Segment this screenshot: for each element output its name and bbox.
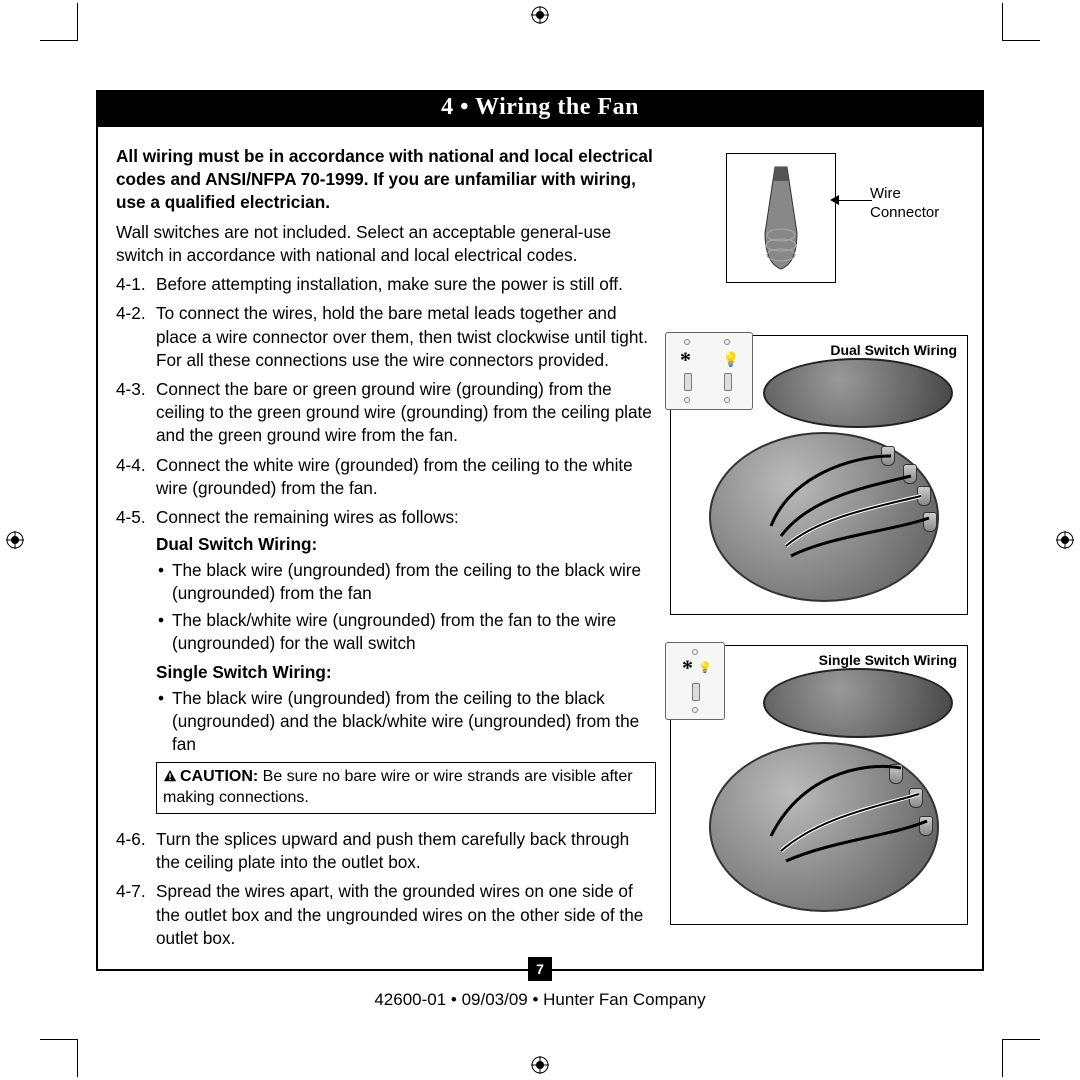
step-number: 4-1.	[116, 273, 156, 296]
wire-connector-label: Wire Connector	[870, 185, 964, 223]
dual-switch-heading: Dual Switch Wiring:	[156, 533, 656, 556]
crop-mark	[40, 40, 78, 41]
single-switch-heading: Single Switch Wiring:	[156, 661, 656, 684]
wiring-diagram	[731, 706, 941, 886]
step-number: 4-7.	[116, 880, 156, 950]
step-list: 4-1.Before attempting installation, make…	[116, 273, 656, 950]
warning-icon	[163, 769, 177, 783]
step-number: 4-5.	[116, 506, 156, 822]
wiring-diagram	[731, 396, 941, 576]
step-4-7: 4-7.Spread the wires apart, with the gro…	[116, 880, 656, 950]
page-number: 7	[528, 957, 552, 981]
step-text: Before attempting installation, make sur…	[156, 273, 656, 296]
light-icon: 💡	[698, 661, 712, 674]
crop-mark	[77, 3, 78, 41]
manual-frame: 4 • Wiring the Fan All wiring must be in…	[96, 90, 984, 970]
footer: 42600-01 • 09/03/09 • Hunter Fan Company	[374, 990, 705, 1010]
step-number: 4-3.	[116, 378, 156, 448]
section-title: 4 • Wiring the Fan	[96, 90, 984, 127]
step-4-3: 4-3.Connect the bare or green ground wir…	[116, 378, 656, 448]
step-4-1: 4-1.Before attempting installation, make…	[116, 273, 656, 296]
light-icon: 💡	[722, 351, 739, 368]
registration-mark-bottom	[531, 1056, 549, 1074]
step-text: Connect the bare or green ground wire (g…	[156, 378, 656, 448]
step-4-6: 4-6.Turn the splices upward and push the…	[116, 828, 656, 874]
figure-single-switch: Single Switch Wiring * 💡	[670, 645, 968, 925]
step-body: Connect the remaining wires as follows: …	[156, 506, 656, 822]
crop-mark	[1002, 3, 1003, 41]
content-border: All wiring must be in accordance with na…	[96, 127, 984, 971]
figure-caption: Dual Switch Wiring	[830, 342, 957, 358]
bullet: The black wire (ungrounded) from the cei…	[156, 559, 656, 605]
dual-bullets: The black wire (ungrounded) from the cei…	[156, 559, 656, 656]
step-text: Spread the wires apart, with the grounde…	[156, 880, 656, 950]
step-text: Turn the splices upward and push them ca…	[156, 828, 656, 874]
crop-mark	[1002, 40, 1040, 41]
fan-icon: *	[680, 347, 691, 373]
step-number: 4-6.	[116, 828, 156, 874]
caution-box: CAUTION: Be sure no bare wire or wire st…	[156, 762, 656, 814]
single-bullets: The black wire (ungrounded) from the cei…	[156, 687, 656, 757]
registration-mark-right	[1056, 531, 1074, 549]
step-4-5: 4-5. Connect the remaining wires as foll…	[116, 506, 656, 822]
instruction-text: All wiring must be in accordance with na…	[116, 145, 656, 969]
crop-mark	[77, 1039, 78, 1077]
crop-mark	[1002, 1039, 1040, 1040]
figure-caption: Single Switch Wiring	[819, 652, 957, 668]
figure-wire-connector	[726, 153, 836, 283]
crop-mark	[40, 1039, 78, 1040]
callout-arrowhead	[830, 195, 839, 205]
registration-mark-left	[6, 531, 24, 549]
step-number: 4-4.	[116, 454, 156, 500]
step-number: 4-2.	[116, 302, 156, 372]
figure-dual-switch: Dual Switch Wiring * 💡	[670, 335, 968, 615]
callout-arrow	[836, 200, 872, 201]
fan-icon: *	[682, 655, 693, 681]
caution-label: CAUTION:	[180, 768, 258, 785]
step-text: Connect the remaining wires as follows:	[156, 507, 459, 527]
step-text: Connect the white wire (grounded) from t…	[156, 454, 656, 500]
step-text: To connect the wires, hold the bare meta…	[156, 302, 656, 372]
registration-mark-top	[531, 6, 549, 24]
single-switch-plate: * 💡	[665, 642, 725, 720]
crop-mark	[1002, 1039, 1003, 1077]
bullet: The black wire (ungrounded) from the cei…	[156, 687, 656, 757]
bullet: The black/white wire (ungrounded) from t…	[156, 609, 656, 655]
content: All wiring must be in accordance with na…	[98, 127, 982, 969]
step-4-4: 4-4.Connect the white wire (grounded) fr…	[116, 454, 656, 500]
page: 4 • Wiring the Fan All wiring must be in…	[0, 0, 1080, 1080]
intro-paragraph: Wall switches are not included. Select a…	[116, 221, 656, 267]
step-4-2: 4-2.To connect the wires, hold the bare …	[116, 302, 656, 372]
wire-connector-icon	[757, 163, 805, 273]
intro-bold: All wiring must be in accordance with na…	[116, 145, 656, 215]
figure-column: Wire Connector Dual Switch Wiring * 💡	[670, 145, 964, 969]
